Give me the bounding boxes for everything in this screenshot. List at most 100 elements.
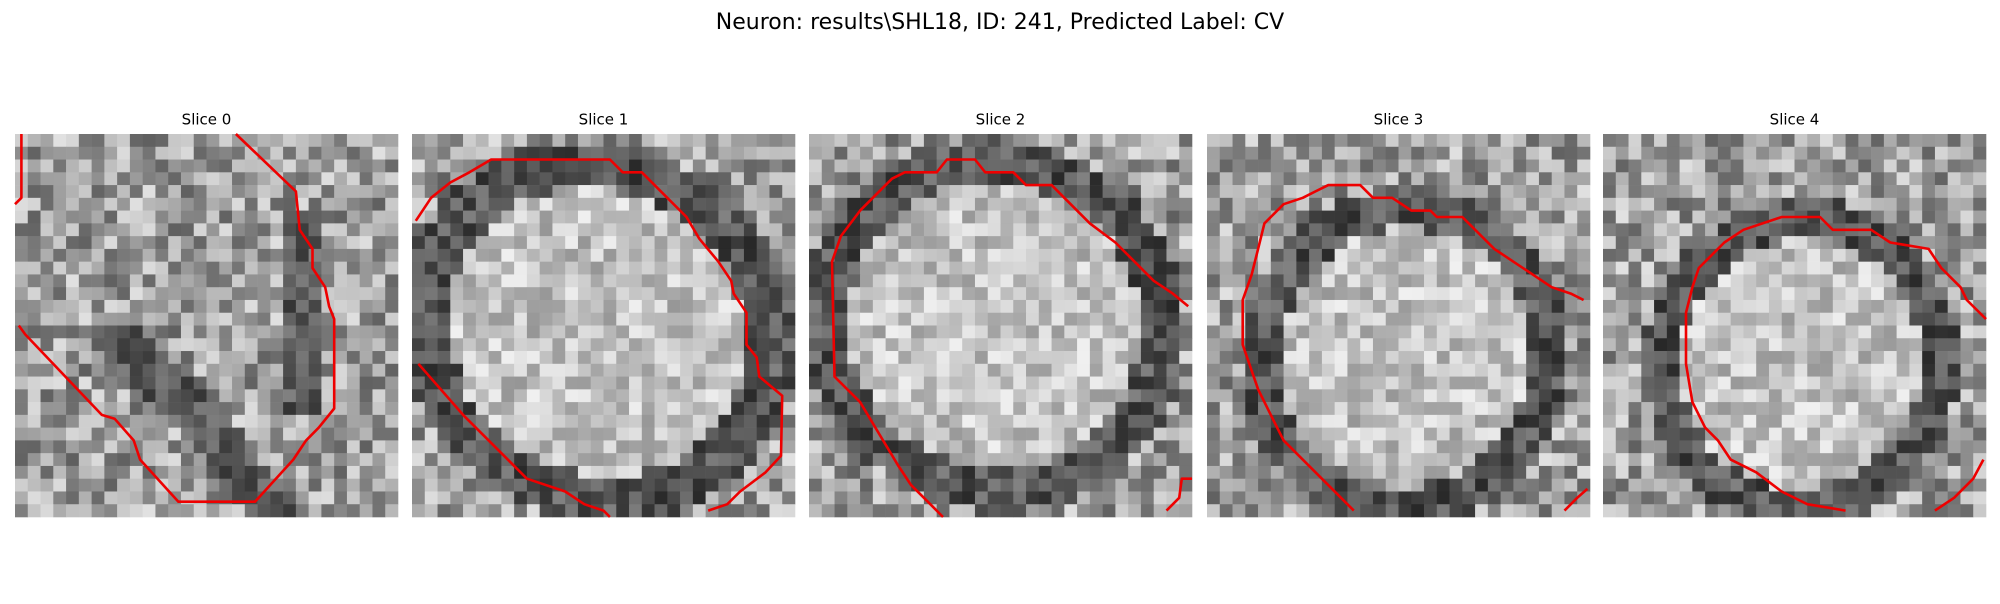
pixel — [155, 172, 169, 186]
pixel — [283, 159, 297, 173]
pixel — [412, 172, 426, 186]
pixel — [1871, 376, 1885, 390]
pixel — [437, 491, 451, 505]
pixel — [577, 146, 592, 160]
pixel — [1232, 210, 1246, 224]
pixel — [1717, 210, 1731, 224]
pixel — [898, 325, 912, 339]
pixel — [629, 146, 643, 160]
pixel — [1283, 465, 1297, 479]
pixel — [1321, 146, 1335, 160]
pixel — [923, 325, 937, 339]
pixel — [743, 134, 757, 148]
pixel — [1026, 504, 1040, 518]
pixel — [1245, 325, 1259, 339]
pixel — [1883, 172, 1897, 186]
pixel — [1973, 261, 1987, 275]
pixel — [1102, 248, 1116, 262]
pixel — [1947, 312, 1961, 326]
pixel — [526, 248, 540, 262]
pixel — [962, 351, 976, 365]
pixel — [1641, 159, 1655, 173]
pixel — [129, 261, 143, 275]
pixel — [1487, 414, 1501, 428]
pixel — [488, 248, 502, 262]
pixel — [1219, 376, 1233, 390]
pixel — [1705, 402, 1719, 416]
pixel — [641, 134, 655, 148]
pixel — [66, 172, 80, 186]
pixel — [488, 146, 502, 160]
pixel — [1309, 159, 1323, 173]
pixel — [1115, 185, 1129, 199]
pixel — [616, 172, 630, 186]
pixel — [911, 427, 925, 441]
pixel — [1013, 338, 1027, 352]
pixel — [680, 274, 694, 288]
pixel — [1258, 299, 1272, 314]
pixel — [1654, 491, 1668, 505]
pixel — [475, 465, 489, 479]
pixel — [565, 223, 579, 237]
pixel — [501, 504, 515, 518]
pixel — [346, 299, 360, 314]
pixel — [923, 287, 937, 301]
pixel — [1089, 172, 1103, 186]
pixel — [1436, 185, 1450, 199]
pixel — [539, 351, 553, 365]
pixel — [680, 465, 694, 479]
pixel — [412, 478, 426, 492]
pixel — [1207, 389, 1221, 403]
pixel — [1000, 274, 1014, 288]
pixel — [1166, 134, 1180, 148]
pixel — [936, 134, 950, 148]
figure-title: Neuron: results\SHL18, ID: 241, Predicte… — [716, 10, 1284, 35]
pixel — [257, 185, 271, 199]
pixel — [552, 376, 566, 390]
pixel — [1219, 453, 1233, 467]
pixel — [1551, 504, 1565, 518]
pixel — [1140, 453, 1154, 467]
pixel — [488, 299, 502, 314]
pixel — [1743, 491, 1757, 505]
pixel — [872, 248, 886, 262]
pixel — [1666, 414, 1680, 428]
pixel — [616, 146, 630, 160]
pixel — [1947, 478, 1961, 492]
pixel — [155, 504, 169, 518]
pixel — [769, 146, 783, 160]
pixel — [1000, 287, 1014, 301]
pixel — [1038, 414, 1052, 428]
pixel — [1922, 453, 1936, 467]
pixel — [424, 478, 438, 492]
pixel — [834, 414, 848, 428]
pixel — [1207, 261, 1221, 275]
pixel — [270, 146, 284, 160]
pixel — [91, 376, 105, 390]
pixel — [1436, 248, 1450, 262]
pixel — [1398, 172, 1412, 186]
pixel — [1270, 351, 1284, 365]
pixel — [552, 338, 566, 352]
pixel — [104, 402, 118, 416]
pixel — [1500, 465, 1514, 479]
pixel — [346, 248, 360, 262]
pixel — [860, 465, 874, 479]
pixel — [1026, 248, 1040, 262]
pixel — [1219, 427, 1233, 441]
pixel — [1641, 236, 1655, 250]
pixel — [1449, 312, 1463, 326]
pixel — [1296, 504, 1310, 518]
pixel — [78, 363, 92, 377]
pixel — [898, 274, 912, 288]
pixel — [936, 465, 950, 479]
pixel — [488, 465, 502, 479]
pixel — [488, 159, 502, 173]
pixel — [1896, 338, 1910, 352]
pixel — [1705, 134, 1719, 148]
pixel — [1756, 172, 1770, 186]
pixel — [1038, 299, 1052, 314]
pixel — [1140, 159, 1154, 173]
pixel — [1781, 185, 1795, 199]
pixel — [1756, 427, 1770, 441]
